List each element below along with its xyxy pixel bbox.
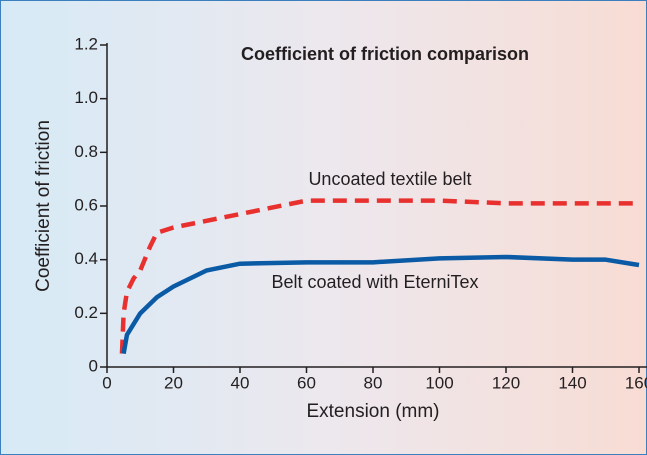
x-axis-label: Extension (mm) <box>306 401 439 422</box>
y-axis-label: Coefficient of friction <box>33 120 54 292</box>
chart-title: Coefficient of friction comparison <box>241 44 529 64</box>
x-tick-label: 140 <box>558 373 586 392</box>
y-tick-label: 0 <box>89 356 98 375</box>
x-tick-label: 40 <box>231 373 250 392</box>
series-line <box>121 254 640 354</box>
x-tick-label: 100 <box>425 373 453 392</box>
series-line <box>119 198 639 354</box>
x-tick-label: 80 <box>364 373 383 392</box>
series-label: Uncoated textile belt <box>308 169 471 189</box>
y-tick-label: 0.2 <box>74 303 98 322</box>
y-tick-label: 1.2 <box>74 34 98 53</box>
x-tick-label: 0 <box>102 373 111 392</box>
y-tick-label: 1.0 <box>74 88 98 107</box>
x-tick-label: 120 <box>492 373 520 392</box>
series-label: Belt coated with EterniTex <box>271 272 478 292</box>
y-tick-label: 0.4 <box>74 249 98 268</box>
x-tick-label: 20 <box>164 373 183 392</box>
y-tick-label: 0.8 <box>74 142 98 161</box>
x-tick-label: 160 <box>625 373 647 392</box>
y-tick-label: 0.6 <box>74 195 98 214</box>
x-tick-label: 60 <box>297 373 316 392</box>
